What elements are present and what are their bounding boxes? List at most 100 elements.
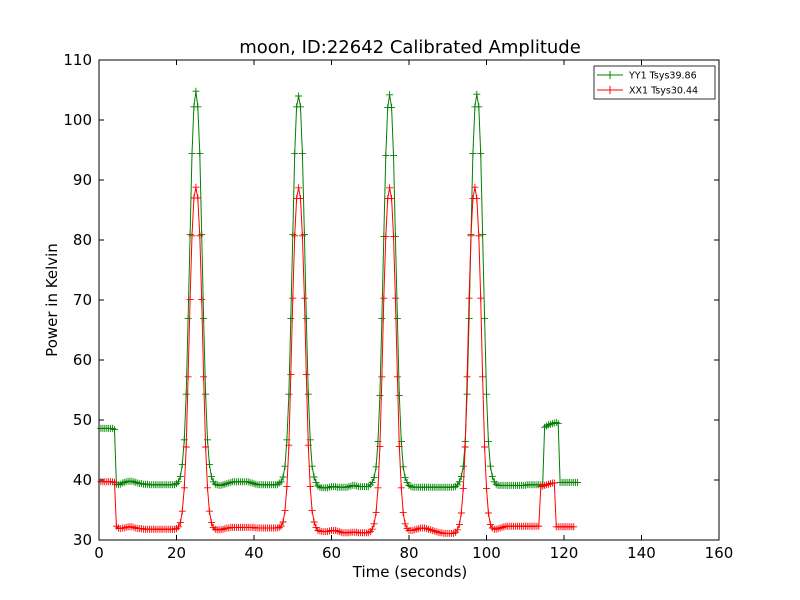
data-point [370, 520, 378, 528]
data-point [471, 183, 479, 191]
data-point [207, 472, 215, 480]
data-point [192, 87, 200, 95]
x-tick-label: 160 [705, 544, 734, 562]
data-point [378, 373, 386, 381]
data-point [455, 520, 463, 528]
data-point [475, 103, 483, 111]
data-point [111, 478, 118, 486]
legend-marker [606, 86, 614, 94]
data-point [300, 294, 308, 302]
data-point [205, 460, 213, 468]
data-point [574, 478, 582, 486]
data-point [399, 463, 407, 471]
y-tick-label: 100 [63, 111, 92, 129]
y-tick-label: 50 [73, 411, 92, 429]
data-point [459, 462, 467, 470]
x-tick-label: 40 [244, 544, 263, 562]
data-point [554, 420, 562, 428]
data-point [459, 484, 467, 492]
data-point [370, 474, 378, 482]
data-point [388, 103, 396, 111]
data-point [302, 370, 310, 378]
data-point [304, 441, 312, 449]
data-point [297, 103, 304, 111]
y-tick-label: 90 [73, 171, 92, 189]
data-point [188, 150, 196, 158]
data-point [176, 472, 184, 480]
data-point [372, 463, 380, 471]
y-tick-label: 110 [63, 51, 92, 69]
y-tick-label: 60 [73, 351, 92, 369]
x-tick-label: 140 [627, 544, 656, 562]
data-point [395, 442, 403, 450]
data-point [308, 507, 316, 515]
data-point [198, 295, 206, 303]
data-point [477, 150, 485, 158]
data-point [174, 523, 182, 531]
data-point [397, 484, 405, 492]
data-point [393, 373, 401, 381]
data-point [378, 315, 386, 323]
y-tick-label: 70 [73, 291, 92, 309]
data-point [281, 462, 289, 470]
data-point [368, 525, 376, 533]
data-point [297, 195, 304, 203]
data-point [194, 103, 202, 111]
data-point [455, 478, 463, 486]
data-point [111, 426, 118, 434]
data-point [205, 507, 213, 515]
data-point [196, 150, 204, 158]
y-tick-label: 80 [73, 231, 92, 249]
data-point [463, 373, 471, 381]
data-point [279, 518, 287, 526]
data-point [483, 484, 490, 492]
data-point [391, 294, 399, 302]
data-point [368, 478, 376, 486]
data-point [200, 373, 208, 381]
data-point [401, 520, 409, 528]
data-point [304, 390, 312, 398]
data-point [481, 443, 489, 451]
data-point [285, 390, 293, 398]
data-point [184, 315, 192, 323]
series-layer [97, 87, 582, 537]
data-point [283, 483, 291, 491]
data-point [393, 315, 401, 323]
y-tick-label: 30 [73, 531, 92, 549]
data-point [289, 294, 297, 302]
data-point [204, 484, 211, 492]
data-point [473, 90, 481, 98]
data-point [382, 151, 390, 159]
data-point [390, 232, 397, 240]
data-point [202, 390, 210, 398]
data-point [298, 232, 306, 240]
data-point [277, 478, 285, 486]
data-point [194, 194, 202, 202]
y-axis-label: Power in Kelvin [43, 243, 61, 357]
x-tick-label: 20 [167, 544, 186, 562]
data-point [180, 484, 188, 492]
data-point [291, 232, 299, 240]
data-point [374, 484, 382, 492]
data-point [287, 315, 295, 323]
data-point [386, 184, 394, 192]
data-point [401, 474, 409, 482]
data-point [469, 150, 477, 158]
x-axis-label: Time (seconds) [352, 563, 468, 581]
data-point [479, 373, 487, 381]
x-tick-label: 60 [322, 544, 341, 562]
data-point [535, 522, 543, 530]
data-point [291, 150, 299, 158]
x-tick-label: 80 [399, 544, 418, 562]
data-point [302, 315, 310, 323]
data-point [295, 92, 303, 100]
data-point [473, 195, 481, 203]
data-point [382, 232, 390, 240]
series-1 [97, 183, 578, 537]
data-point [207, 519, 215, 527]
data-point [461, 443, 469, 451]
series-0 [97, 87, 582, 492]
data-point [312, 478, 320, 486]
data-point [570, 523, 578, 531]
